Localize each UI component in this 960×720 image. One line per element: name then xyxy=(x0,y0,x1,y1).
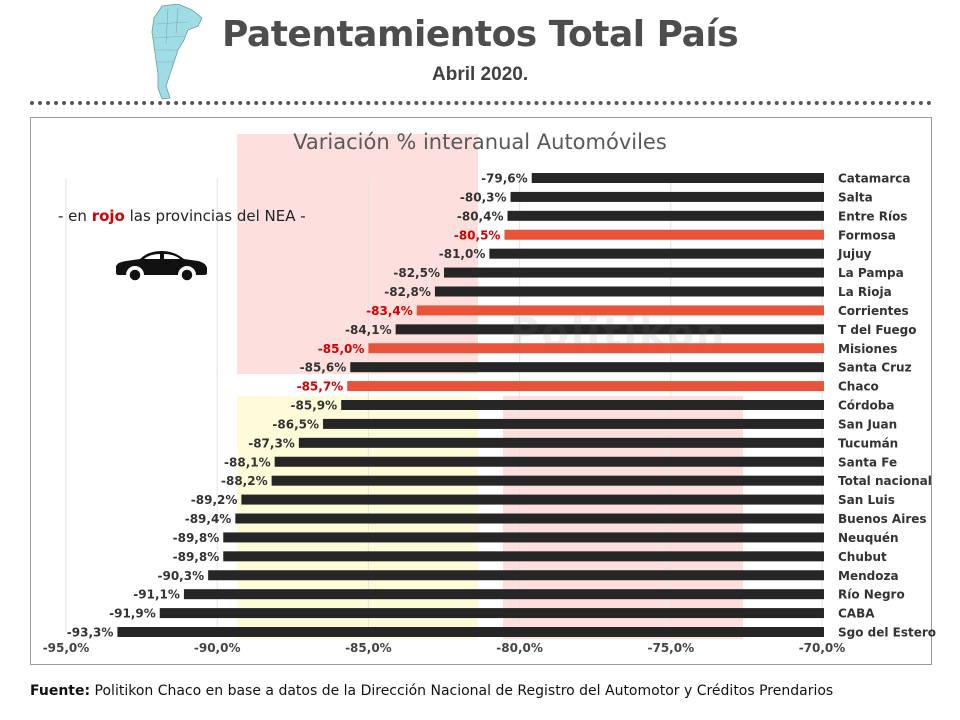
bar xyxy=(183,589,824,600)
x-tick-label: -70,0% xyxy=(799,641,846,655)
bar xyxy=(368,343,824,354)
bar xyxy=(350,362,824,373)
x-tick-label: -90,0% xyxy=(194,641,241,655)
data-label: -86,5% xyxy=(272,417,319,431)
data-label: -91,1% xyxy=(133,588,180,602)
chart-frame xyxy=(30,117,932,665)
data-label: -85,6% xyxy=(300,361,347,375)
chart-title: Variación % interanual Automóviles xyxy=(293,130,667,154)
argentina-map-icon xyxy=(151,4,203,100)
data-label: -85,0% xyxy=(318,342,365,356)
data-label: -93,3% xyxy=(67,626,114,640)
bar xyxy=(271,475,825,486)
category-label: Neuquén xyxy=(838,531,899,545)
x-tick-label: -80,0% xyxy=(496,641,543,655)
category-label: Santa Cruz xyxy=(838,361,912,375)
bar xyxy=(159,608,824,619)
data-label: -80,5% xyxy=(454,228,501,242)
watermark: Politikon xyxy=(510,310,727,356)
page-title: Patentamientos Total País xyxy=(222,14,739,55)
bar xyxy=(274,456,824,467)
bar xyxy=(347,381,824,392)
category-label: Formosa xyxy=(838,228,896,242)
category-label: Misiones xyxy=(838,342,897,356)
data-label: -82,5% xyxy=(393,266,440,280)
bar xyxy=(504,229,824,240)
data-label: -85,7% xyxy=(297,380,344,394)
data-label: -89,4% xyxy=(185,512,232,526)
bar xyxy=(416,305,824,316)
data-label: -91,9% xyxy=(109,607,156,621)
category-label: Buenos Aires xyxy=(838,512,927,526)
bar xyxy=(235,513,824,524)
category-label: CABA xyxy=(838,607,875,621)
data-label: -81,0% xyxy=(439,247,486,261)
category-label: Total nacional xyxy=(838,474,932,488)
data-label: -88,1% xyxy=(224,455,271,469)
bar xyxy=(323,418,824,429)
category-label: Salta xyxy=(838,190,873,204)
data-label: -87,3% xyxy=(248,436,295,450)
category-label: San Luis xyxy=(838,493,895,507)
note-suffix: las provincias del NEA - xyxy=(124,207,306,225)
category-label: Catamarca xyxy=(838,172,910,186)
category-label: La Rioja xyxy=(838,285,892,299)
category-label: Córdoba xyxy=(838,399,895,413)
dotted-divider xyxy=(30,101,932,105)
bar xyxy=(489,248,824,259)
category-label: Jujuy xyxy=(837,247,872,261)
category-label: T del Fuego xyxy=(838,323,917,337)
bar xyxy=(117,627,824,637)
car-icon xyxy=(116,251,207,282)
note-prefix: - en xyxy=(58,207,92,225)
category-label: Entre Ríos xyxy=(838,209,907,223)
category-label: Chaco xyxy=(838,380,879,394)
data-label: -89,8% xyxy=(173,550,220,564)
bar xyxy=(531,173,824,183)
data-label: -85,9% xyxy=(291,399,338,413)
data-label: -79,6% xyxy=(481,172,528,186)
source-footer: Fuente: Politikon Chaco en base a datos … xyxy=(30,683,833,699)
category-label: Chubut xyxy=(838,550,887,564)
category-label: La Pampa xyxy=(838,266,904,280)
data-label: -82,8% xyxy=(384,285,431,299)
bar xyxy=(507,210,824,221)
category-label: Río Negro xyxy=(838,588,905,602)
bar xyxy=(223,532,825,543)
data-label: -90,3% xyxy=(158,569,205,583)
category-label: Corrientes xyxy=(838,304,909,318)
bar xyxy=(434,286,824,297)
footer-label: Fuente: xyxy=(30,683,91,699)
data-label: -83,4% xyxy=(366,304,413,318)
x-tick-label: -95,0% xyxy=(43,641,90,655)
data-label: -89,2% xyxy=(191,493,238,507)
category-label: San Juan xyxy=(838,417,897,431)
bar xyxy=(510,191,824,202)
category-label: Sgo del Estero xyxy=(838,626,936,640)
bar xyxy=(341,400,824,410)
bar xyxy=(241,494,825,505)
footer-text: Politikon Chaco en base a datos de la Di… xyxy=(90,683,834,699)
bar xyxy=(223,551,825,562)
data-label: -88,2% xyxy=(221,474,268,488)
category-label: Santa Fe xyxy=(838,455,897,469)
note-highlight: rojo xyxy=(91,207,125,225)
category-label: Mendoza xyxy=(838,569,899,583)
data-label: -84,1% xyxy=(345,323,392,337)
bar xyxy=(298,437,824,448)
bar xyxy=(395,324,824,335)
data-label: -80,4% xyxy=(457,209,504,223)
bar xyxy=(444,267,824,278)
data-label: -80,3% xyxy=(460,190,507,204)
data-label: -89,8% xyxy=(173,531,220,545)
nea-note: - en rojo las provincias del NEA - xyxy=(58,207,306,225)
x-tick-label: -85,0% xyxy=(345,641,392,655)
bar xyxy=(208,570,825,581)
x-tick-label: -75,0% xyxy=(647,641,694,655)
category-label: Tucumán xyxy=(838,436,898,450)
page-subtitle: Abril 2020. xyxy=(432,64,529,85)
